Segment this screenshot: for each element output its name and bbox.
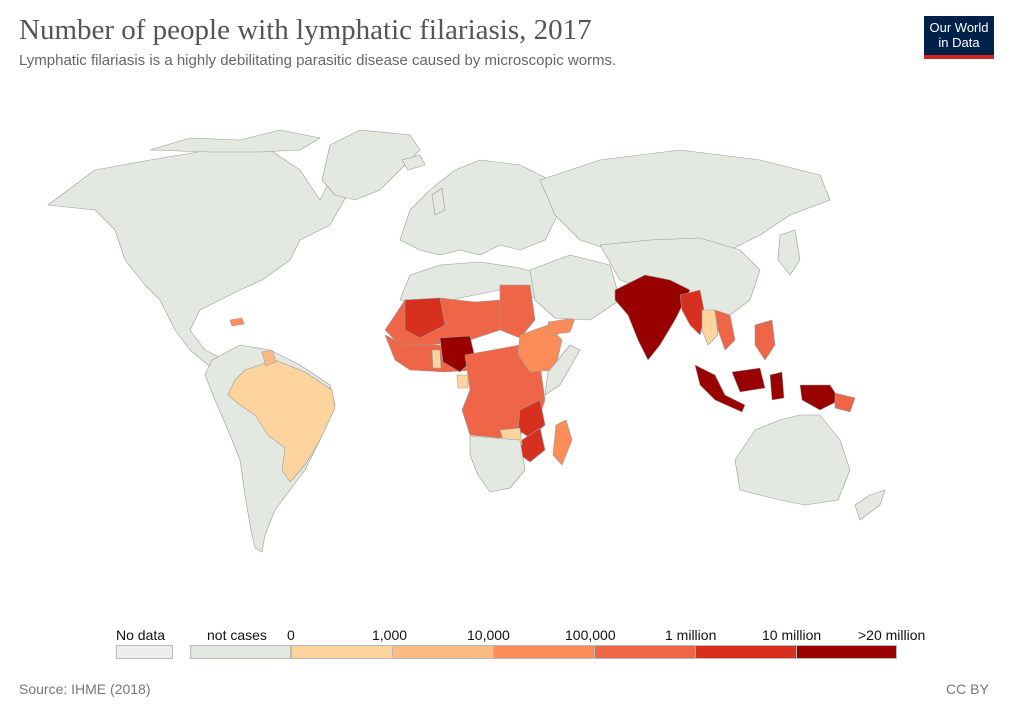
legend-no-data-swatch[interactable] [116, 645, 173, 659]
country-sulawesi[interactable] [769, 371, 785, 401]
country-vietnam[interactable] [714, 309, 736, 351]
country-new-zealand[interactable] [854, 489, 886, 521]
legend-swatch-10m-20m[interactable] [796, 645, 897, 659]
legend-not-cases-label: not cases [207, 627, 267, 643]
legend-tick-5: 10 million [762, 627, 822, 643]
logo-line-2: in Data [938, 35, 980, 50]
world-map [47, 129, 886, 553]
chart-subtitle: Lymphatic filariasis is a highly debilit… [19, 52, 617, 69]
country-bangladesh-myanmar[interactable] [679, 289, 706, 336]
owid-logo[interactable]: Our World in Data [924, 16, 994, 59]
legend-tick-2: 10,000 [467, 627, 510, 643]
country-madagascar[interactable] [552, 419, 573, 466]
source-note[interactable]: Source: IHME (2018) [19, 681, 151, 697]
legend-tick-4: 1 million [665, 627, 717, 643]
country-north-america[interactable] [47, 149, 351, 369]
legend-tick-0: 0 [287, 627, 295, 643]
country-png[interactable] [834, 392, 856, 413]
legend-swatch-100k-1m[interactable] [594, 645, 696, 659]
chart-title: Number of people with lymphatic filarias… [19, 14, 592, 46]
country-papua[interactable] [799, 384, 841, 411]
legend-tick-6: >20 million [858, 627, 926, 643]
country-borneo[interactable] [731, 367, 766, 393]
country-gabon[interactable] [456, 374, 469, 389]
legend-swatch-1k-10k[interactable] [392, 645, 494, 659]
country-thailand[interactable] [701, 309, 719, 346]
country-europe[interactable] [399, 159, 561, 256]
country-layer [47, 129, 886, 553]
country-brazil[interactable] [227, 359, 336, 483]
legend-tick-3: 100,000 [565, 627, 616, 643]
legend-swatch-0-1k[interactable] [291, 645, 393, 659]
country-mali[interactable] [404, 297, 446, 339]
country-iceland[interactable] [401, 154, 426, 171]
country-india[interactable] [614, 274, 691, 361]
legend-swatch-1m-10m[interactable] [695, 645, 797, 659]
country-japan[interactable] [777, 229, 801, 276]
country-southern-africa[interactable] [469, 435, 526, 493]
license-note[interactable]: CC BY [946, 681, 989, 697]
country-sudan[interactable] [499, 284, 536, 339]
country-indonesia-west[interactable] [694, 364, 746, 413]
country-ghana[interactable] [431, 349, 442, 369]
country-somalia[interactable] [544, 344, 581, 396]
logo-line-1: Our World [929, 20, 989, 35]
country-yemen[interactable] [547, 317, 576, 336]
country-uk[interactable] [431, 187, 446, 216]
country-philippines[interactable] [754, 319, 776, 361]
country-australia[interactable] [734, 414, 851, 506]
legend-no-data-label: No data [116, 627, 166, 643]
legend-tick-1: 1,000 [372, 627, 408, 643]
country-middle-east[interactable] [529, 254, 621, 321]
country-haiti[interactable] [229, 317, 245, 327]
legend-swatch-10k-100k[interactable] [493, 645, 595, 659]
country-guyana[interactable] [261, 349, 277, 367]
country-arctic-canada[interactable] [149, 129, 321, 153]
country-russia-asia[interactable] [539, 149, 831, 263]
legend-not-cases-swatch[interactable] [190, 645, 291, 659]
